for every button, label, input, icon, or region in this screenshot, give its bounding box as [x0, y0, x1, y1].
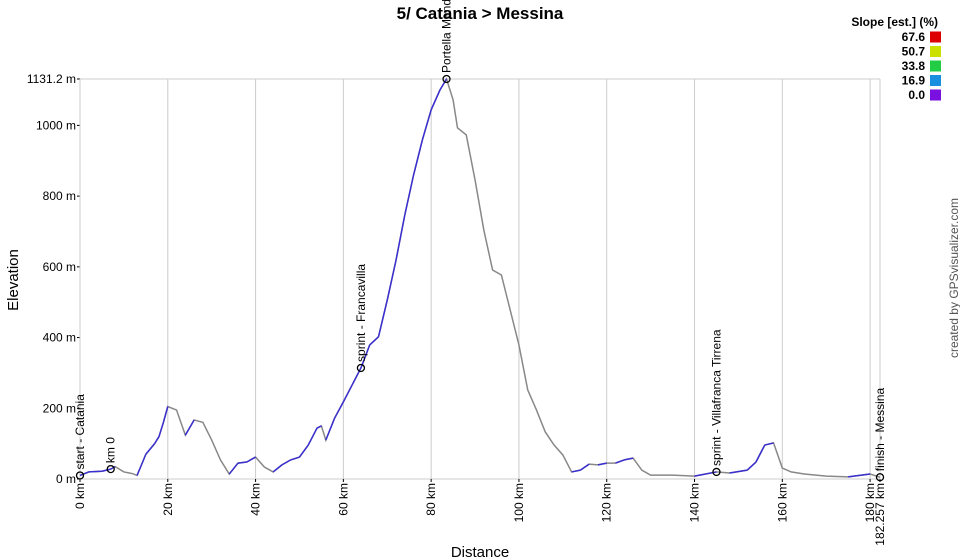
legend-swatch	[930, 60, 941, 72]
ascent-segment	[755, 444, 766, 463]
x-tick-label: 120 km	[600, 483, 614, 522]
ascent-segment	[307, 427, 318, 446]
ascent-segment	[624, 457, 634, 461]
ascent-segment	[110, 465, 116, 470]
ascent-segment	[421, 109, 432, 141]
ascent-segment	[237, 461, 247, 464]
x-tick-label: 100 km	[512, 483, 526, 522]
x-tick-label: 140 km	[688, 483, 702, 522]
y-tick-label: 200 m	[43, 401, 76, 415]
legend-swatch	[930, 89, 941, 101]
x-tick-label: 60 km	[336, 483, 350, 516]
ascent-segment	[615, 459, 625, 464]
ascent-segment	[571, 469, 581, 473]
legend-value: 16.9	[902, 74, 926, 88]
ascent-segment	[430, 89, 441, 111]
ascent-segment	[333, 401, 345, 419]
ascent-segment	[246, 456, 256, 463]
x-tick-label: 80 km	[424, 483, 438, 516]
y-tick-label: 0 m	[56, 472, 76, 486]
ascent-segment	[325, 417, 336, 441]
ascent-segment	[88, 470, 102, 473]
ascent-segment	[228, 462, 239, 475]
x-tick-label: 182.257 km	[873, 483, 887, 546]
ascent-segment	[145, 443, 156, 455]
chart-title: 5/ Catania > Messina	[397, 4, 564, 23]
waypoint	[75, 471, 85, 480]
waypoint	[712, 467, 721, 477]
y-tick-label: 600 m	[43, 260, 76, 274]
ascent-segment	[579, 463, 590, 471]
ascent-segment	[342, 384, 353, 403]
ascent-segment	[369, 336, 379, 346]
ascent-segment	[153, 436, 160, 445]
elevation-line	[79, 77, 881, 478]
x-tick-label: 20 km	[161, 483, 175, 516]
ascent-segment	[412, 139, 424, 176]
x-tick-label: 180 km	[863, 483, 877, 522]
waypoint-label: start - Catania	[73, 394, 87, 470]
waypoint	[106, 464, 115, 474]
legend-value: 67.6	[902, 30, 926, 44]
legend-value: 33.8	[902, 59, 926, 73]
waypoint-label: sprint - Villafranca Tirrena	[709, 329, 723, 466]
x-tick-label: 0 km	[73, 483, 87, 509]
ascent-segment	[272, 464, 283, 473]
ascent-segment	[281, 459, 292, 466]
ascent-segment	[395, 214, 406, 261]
ascent-segment	[746, 461, 757, 471]
ascent-segment	[101, 468, 111, 472]
ascent-segment	[316, 425, 322, 429]
legend-title: Slope [est.] (%)	[851, 15, 938, 29]
ascent-segment	[158, 422, 165, 437]
y-tick-label: 800 m	[43, 189, 76, 203]
waypoint-label: km 0	[104, 437, 118, 463]
legend-swatch	[930, 31, 941, 43]
waypoint	[356, 363, 366, 373]
y-tick-label: 1000 m	[36, 118, 76, 132]
ascent-segment	[298, 444, 309, 458]
x-tick-label: 160 km	[775, 483, 789, 522]
ascent-segment	[377, 299, 388, 338]
ascent-segment	[140, 453, 147, 466]
ascent-segment	[729, 469, 748, 474]
waypoint	[875, 473, 885, 482]
waypoint-label: sprint - Francavilla	[354, 264, 368, 362]
ascent-segment	[79, 471, 90, 477]
legend-swatch	[930, 75, 941, 86]
ascent-segment	[136, 464, 143, 476]
legend-value: 50.7	[902, 45, 926, 59]
y-tick-label: 400 m	[43, 331, 76, 345]
ascent-segment	[404, 174, 415, 216]
ascent-segment	[162, 406, 169, 423]
ascent-segment	[764, 442, 774, 446]
credit: created by GPSvisualizer.com	[947, 198, 960, 358]
legend-value: 0.0	[908, 88, 925, 102]
y-tick-label: 1131.2 m	[27, 72, 76, 86]
y-axis-title: Elevation	[5, 249, 22, 311]
ascent-segment	[597, 462, 607, 466]
ascent-segment	[848, 473, 871, 478]
legend-swatch	[930, 46, 941, 57]
waypoint-label: Portella Mandrazzi	[440, 0, 454, 73]
waypoint	[442, 74, 451, 84]
ascent-segment	[439, 78, 448, 91]
waypoint-label: finish - Messina	[873, 388, 887, 472]
x-tick-label: 40 km	[249, 483, 263, 516]
x-axis-title: Distance	[451, 544, 509, 560]
ascent-segment	[290, 456, 300, 461]
ascent-segment	[386, 259, 397, 301]
ascent-segment	[184, 419, 195, 436]
